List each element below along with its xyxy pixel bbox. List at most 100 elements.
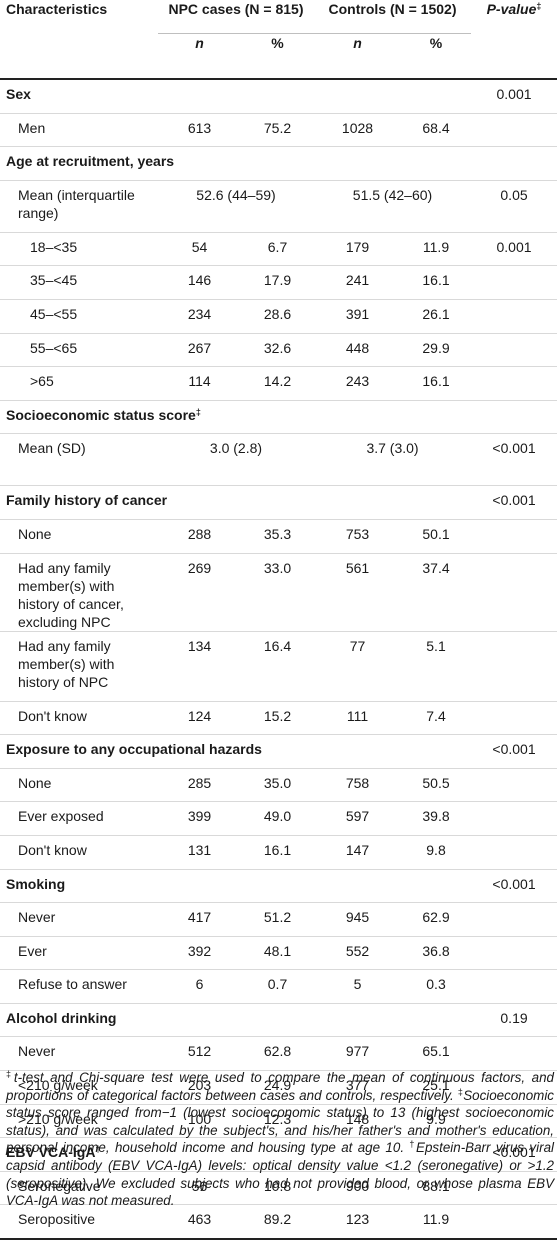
npc-n: 399 xyxy=(158,801,241,836)
section-label-text: Age at recruitment, years xyxy=(6,153,175,170)
npc-pct: 24.9 xyxy=(241,1070,314,1105)
npc-pct: 6.7 xyxy=(241,232,314,267)
section-label: EBV VCA-IgA† xyxy=(0,1137,472,1172)
controls-pct: 25.1 xyxy=(401,1070,472,1105)
row-label: Never xyxy=(0,1036,158,1072)
footnote-mark: ‡ xyxy=(6,1069,14,1079)
row-label: Had any family member(s) with history of… xyxy=(0,631,158,702)
header-controls-pct: % xyxy=(429,35,443,51)
section-label-text: Socioeconomic status score xyxy=(6,406,196,423)
table-row: >210 g/week 100 12.3 148 9.9 xyxy=(0,1104,557,1139)
controls-pct: 9.9 xyxy=(401,1104,472,1139)
p-value xyxy=(471,1036,557,1072)
controls-n: 900 xyxy=(314,1171,401,1206)
section-label-text: Smoking xyxy=(6,875,66,892)
section-footnote-mark: ‡ xyxy=(195,406,201,417)
p-value: 0.05 xyxy=(471,180,557,233)
controls-n: 148 xyxy=(314,1104,401,1139)
controls-pct: 88.1 xyxy=(401,1171,472,1206)
header-npc-pct: % xyxy=(271,35,284,51)
header-blank xyxy=(0,34,158,80)
row-label: Mean (SD) xyxy=(0,433,158,487)
npc-pct: 62.8 xyxy=(241,1036,314,1072)
controls-pct: 62.9 xyxy=(401,902,472,937)
p-value: <0.001 xyxy=(471,869,557,904)
row-label: 55–<65 xyxy=(0,333,158,368)
row-label: 45–<55 xyxy=(0,299,158,334)
p-value xyxy=(471,936,557,971)
header-row-1: Characteristics NPC cases (N = 815) Cont… xyxy=(0,0,557,34)
table-row: Had any family member(s) with history of… xyxy=(0,631,557,702)
table-row: <210 g/week 203 24.9 377 25.1 xyxy=(0,1070,557,1105)
footnote-body: t-test and Chi-square test were used to … xyxy=(6,1070,554,1103)
controls-n: 391 xyxy=(314,299,401,334)
p-value xyxy=(471,146,557,181)
npc-summary: 52.6 (44–59) xyxy=(158,180,314,233)
p-value xyxy=(471,801,557,836)
row-label: Don't know xyxy=(0,835,158,870)
section-label-text: Sex xyxy=(6,86,31,102)
table-row: Men 613 75.2 1028 68.4 xyxy=(0,113,557,148)
npc-pct: 15.2 xyxy=(241,701,314,736)
p-value xyxy=(471,553,557,632)
table-footnotes: ‡t-test and Chi-square test were used to… xyxy=(6,1069,554,1210)
npc-n: 6 xyxy=(158,969,241,1004)
npc-n: 288 xyxy=(158,519,241,554)
p-value: <0.001 xyxy=(471,1137,557,1172)
controls-pct: 29.9 xyxy=(401,333,472,368)
header-row-2: n % n % xyxy=(0,34,557,80)
controls-n: 241 xyxy=(314,265,401,300)
npc-pct: 32.6 xyxy=(241,333,314,368)
table-row: Seronegative 56 10.8 900 88.1 xyxy=(0,1171,557,1206)
controls-pct: 26.1 xyxy=(401,299,472,334)
controls-n: 448 xyxy=(314,333,401,368)
section-label: Socioeconomic status score‡ xyxy=(0,400,472,435)
row-label: 18–<35 xyxy=(0,232,158,267)
p-value xyxy=(471,519,557,554)
npc-n: 392 xyxy=(158,936,241,971)
npc-pct: 0.7 xyxy=(241,969,314,1004)
p-value xyxy=(471,400,557,435)
footnote-mark: ‡ xyxy=(457,1086,464,1097)
npc-n: 131 xyxy=(158,835,241,870)
table-body: Sex 0.001 Men 613 75.2 1028 68.4 Age at recruit… xyxy=(0,79,557,1241)
npc-n: 285 xyxy=(158,768,241,803)
section-label: Family history of cancer xyxy=(0,485,472,520)
npc-pct: 35.0 xyxy=(241,768,314,803)
row-label: Refuse to answer xyxy=(0,969,158,1004)
table-header: Characteristics NPC cases (N = 815) Cont… xyxy=(0,0,557,79)
row-label: Ever exposed xyxy=(0,801,158,836)
controls-n: 945 xyxy=(314,902,401,937)
npc-n: 613 xyxy=(158,113,241,148)
section-row: Exposure to any occupational hazards <0.0… xyxy=(0,734,557,769)
npc-n: 124 xyxy=(158,701,241,736)
npc-pct: 48.1 xyxy=(241,936,314,971)
controls-pct: 50.5 xyxy=(401,768,472,803)
npc-pct: 12.3 xyxy=(241,1104,314,1139)
npc-pct: 10.8 xyxy=(241,1171,314,1206)
controls-pct: 37.4 xyxy=(401,553,472,632)
section-row: EBV VCA-IgA† <0.001 xyxy=(0,1137,557,1172)
footnote-body: Epstein-Barr virus viral capsid antibody… xyxy=(6,1140,554,1209)
row-label: >65 xyxy=(0,366,158,401)
p-value xyxy=(471,1104,557,1139)
p-value xyxy=(471,333,557,368)
header-blank-p xyxy=(471,34,557,80)
section-label-text: Family history of cancer xyxy=(6,492,168,509)
npc-pct: 49.0 xyxy=(241,801,314,836)
table-row: Never 417 51.2 945 62.9 xyxy=(0,902,557,937)
controls-summary: 3.7 (3.0) xyxy=(314,433,472,487)
table-row: 45–<55 234 28.6 391 26.1 xyxy=(0,299,557,334)
table-row: None 288 35.3 753 50.1 xyxy=(0,519,557,554)
table-row: Don't know 131 16.1 147 9.8 xyxy=(0,835,557,870)
controls-n: 753 xyxy=(314,519,401,554)
p-value xyxy=(471,835,557,870)
section-label: Sex xyxy=(0,79,472,114)
footnote-body: Socioeconomic status score ranged from−1… xyxy=(6,1087,554,1156)
footnote-mark: † xyxy=(409,1139,417,1150)
table-row: None 285 35.0 758 50.5 xyxy=(0,768,557,803)
table-row: Ever exposed 399 49.0 597 39.8 xyxy=(0,801,557,836)
controls-pct: 39.8 xyxy=(401,801,472,836)
controls-pct: 11.9 xyxy=(401,1204,472,1241)
